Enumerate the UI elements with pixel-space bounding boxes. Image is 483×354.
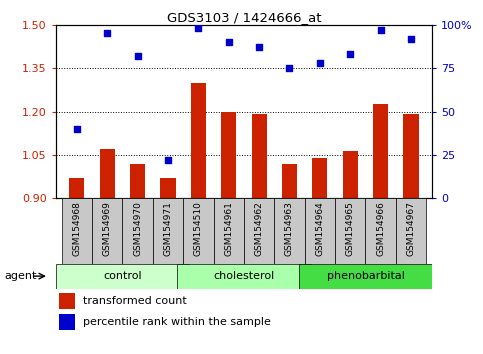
Text: GSM154964: GSM154964 xyxy=(315,201,325,256)
Bar xyxy=(92,198,122,264)
Bar xyxy=(373,104,388,354)
Bar xyxy=(122,198,153,264)
Bar xyxy=(191,82,206,354)
Point xyxy=(255,45,263,50)
Text: phenobarbital: phenobarbital xyxy=(327,271,404,281)
Point xyxy=(73,126,81,132)
Text: GSM154967: GSM154967 xyxy=(407,201,415,256)
Bar xyxy=(130,164,145,354)
Point xyxy=(164,157,172,163)
Point xyxy=(316,60,324,66)
Text: GSM154965: GSM154965 xyxy=(346,201,355,256)
Point xyxy=(134,53,142,59)
Text: GSM154966: GSM154966 xyxy=(376,201,385,256)
Bar xyxy=(56,264,189,289)
Bar xyxy=(59,314,75,330)
Point xyxy=(195,25,202,31)
Text: percentile rank within the sample: percentile rank within the sample xyxy=(83,317,270,327)
Text: GSM154961: GSM154961 xyxy=(224,201,233,256)
Bar xyxy=(342,150,358,354)
Text: GSM154971: GSM154971 xyxy=(163,201,172,256)
Bar xyxy=(99,149,115,354)
Bar xyxy=(177,264,311,289)
Bar xyxy=(403,114,419,354)
Point xyxy=(407,36,415,41)
Bar xyxy=(62,198,92,264)
Bar xyxy=(213,198,244,264)
Text: GSM154963: GSM154963 xyxy=(285,201,294,256)
Bar xyxy=(252,114,267,354)
Text: GSM154970: GSM154970 xyxy=(133,201,142,256)
Point xyxy=(377,27,384,33)
Text: agent: agent xyxy=(4,271,37,281)
Bar xyxy=(366,198,396,264)
Text: control: control xyxy=(103,271,142,281)
Bar xyxy=(153,198,183,264)
Bar xyxy=(396,198,426,264)
Text: transformed count: transformed count xyxy=(83,296,186,307)
Point xyxy=(103,30,111,36)
Bar xyxy=(183,198,213,264)
Point xyxy=(285,65,293,71)
Bar xyxy=(298,264,432,289)
Text: GSM154968: GSM154968 xyxy=(72,201,81,256)
Bar xyxy=(221,112,236,354)
Text: GSM154510: GSM154510 xyxy=(194,201,203,256)
Bar xyxy=(59,293,75,309)
Text: GSM154969: GSM154969 xyxy=(103,201,112,256)
Bar xyxy=(335,198,366,264)
Bar xyxy=(282,164,297,354)
Title: GDS3103 / 1424666_at: GDS3103 / 1424666_at xyxy=(167,11,321,24)
Bar xyxy=(313,158,327,354)
Bar xyxy=(244,198,274,264)
Bar xyxy=(305,198,335,264)
Bar xyxy=(274,198,305,264)
Bar xyxy=(160,178,175,354)
Bar xyxy=(69,178,85,354)
Point xyxy=(225,39,233,45)
Text: GSM154962: GSM154962 xyxy=(255,201,264,256)
Point xyxy=(346,51,354,57)
Text: cholesterol: cholesterol xyxy=(213,271,274,281)
